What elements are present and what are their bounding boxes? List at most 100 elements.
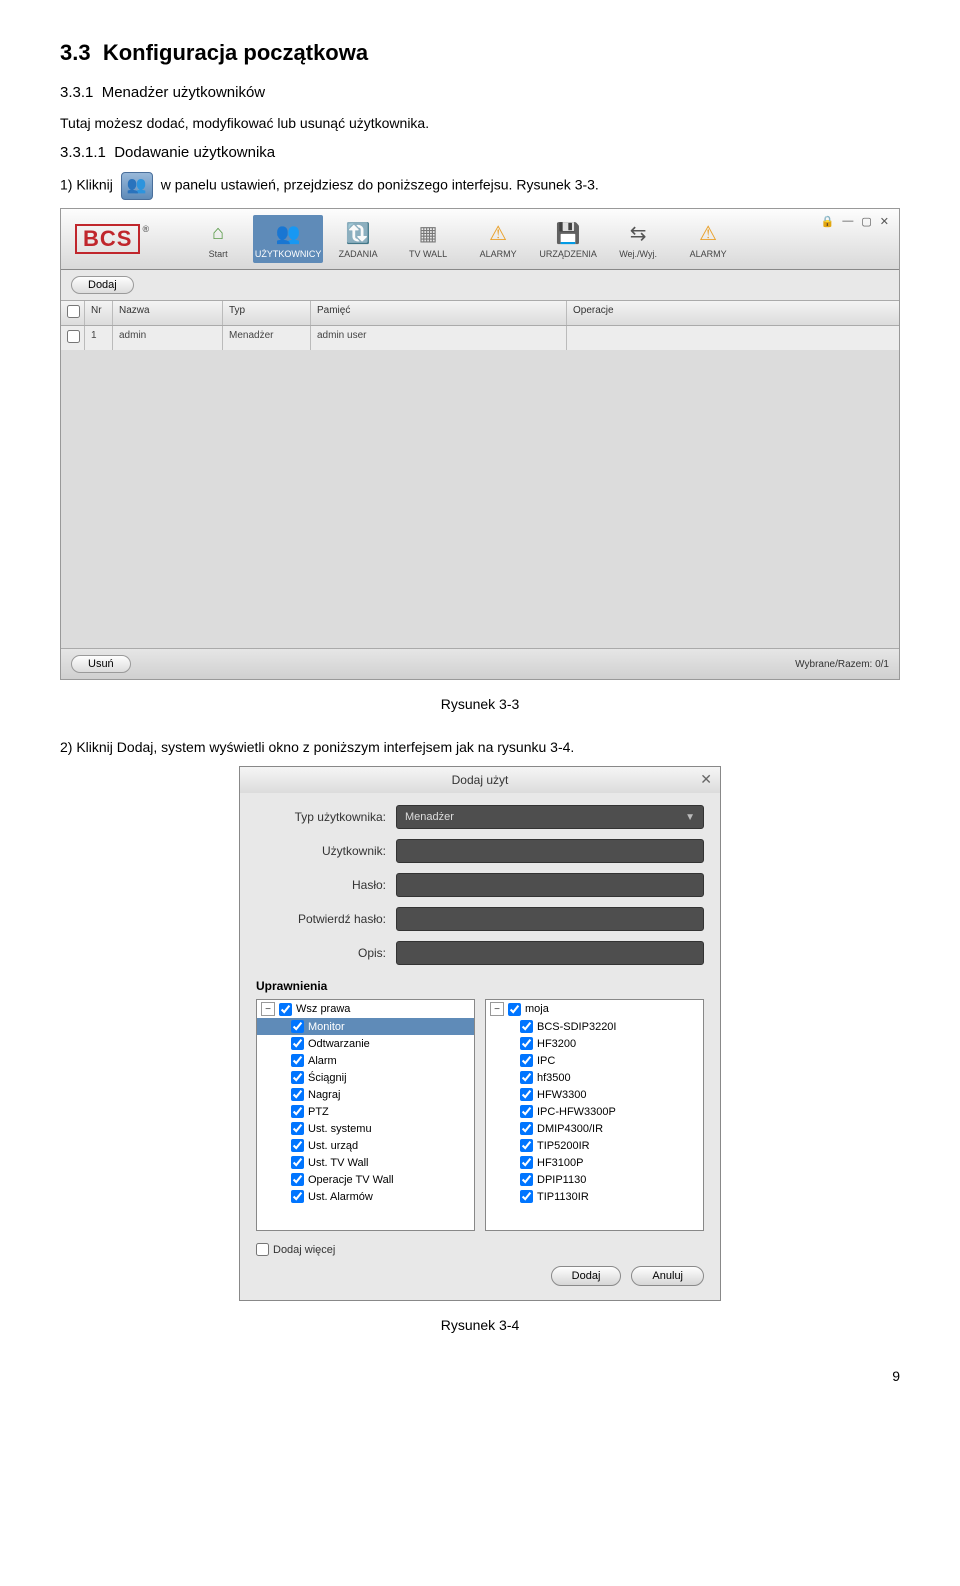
perm-item[interactable]: HF3200: [486, 1035, 703, 1052]
perm-checkbox[interactable]: [520, 1173, 533, 1186]
row-checkbox[interactable]: [67, 330, 80, 343]
perm-list-right[interactable]: − moja BCS-SDIP3220I HF3200 IPC hf3500 H…: [485, 999, 704, 1231]
close-icon[interactable]: ✕: [700, 771, 712, 788]
perm-label: TIP5200IR: [537, 1140, 590, 1152]
perm-item[interactable]: DMIP4300/IR: [486, 1120, 703, 1137]
perm-label: Ust. urząd: [308, 1140, 358, 1152]
maximize-button[interactable]: ▢: [861, 215, 871, 228]
add-more-check[interactable]: Dodaj więcej: [256, 1243, 704, 1256]
perm-item[interactable]: Ust. systemu: [257, 1120, 474, 1137]
perm-item[interactable]: Ust. urząd: [257, 1137, 474, 1154]
perm-checkbox[interactable]: [291, 1190, 304, 1203]
perm-checkbox[interactable]: [508, 1003, 521, 1016]
nav-item[interactable]: ⌂Start: [183, 215, 253, 263]
dialog-add-button[interactable]: Dodaj: [551, 1266, 622, 1286]
logo: BCS ®: [61, 218, 163, 260]
nav-item[interactable]: 👥UŻYTKOWNICY: [253, 215, 323, 263]
perm-checkbox[interactable]: [520, 1037, 533, 1050]
perm-checkbox[interactable]: [520, 1071, 533, 1084]
perm-label: Monitor: [308, 1021, 345, 1033]
table-body: [61, 350, 899, 648]
perm-item[interactable]: Ust. TV Wall: [257, 1154, 474, 1171]
perm-checkbox[interactable]: [520, 1054, 533, 1067]
perm-checkbox[interactable]: [291, 1173, 304, 1186]
perm-label: HF3200: [537, 1038, 576, 1050]
nav-icon: ▦: [412, 219, 444, 247]
perm-label: IPC-HFW3300P: [537, 1106, 616, 1118]
add-more-checkbox[interactable]: [256, 1243, 269, 1256]
perm-checkbox[interactable]: [291, 1054, 304, 1067]
perm-root[interactable]: − moja: [486, 1000, 703, 1018]
perm-checkbox[interactable]: [520, 1190, 533, 1203]
minimize-button[interactable]: —: [842, 215, 853, 228]
perm-item[interactable]: Alarm: [257, 1052, 474, 1069]
intro-text: Tutaj możesz dodać, modyfikować lub usun…: [60, 113, 900, 134]
perm-item[interactable]: TIP1130IR: [486, 1188, 703, 1205]
perm-checkbox[interactable]: [520, 1088, 533, 1101]
nav-label: ALARMY: [673, 249, 743, 259]
perm-item[interactable]: BCS-SDIP3220I: [486, 1018, 703, 1035]
nav-label: UŻYTKOWNICY: [253, 249, 323, 259]
dialog-cancel-button[interactable]: Anuluj: [631, 1266, 704, 1286]
description-field[interactable]: [396, 941, 704, 965]
nav-item[interactable]: ⚠ALARMY: [673, 215, 743, 263]
close-button[interactable]: ✕: [880, 215, 889, 228]
perm-item[interactable]: PTZ: [257, 1103, 474, 1120]
perm-item[interactable]: Odtwarzanie: [257, 1035, 474, 1052]
col-type: Typ: [223, 301, 311, 325]
nav-item[interactable]: 🔃ZADANIA: [323, 215, 393, 263]
perm-checkbox[interactable]: [520, 1020, 533, 1033]
perm-checkbox[interactable]: [520, 1105, 533, 1118]
perm-item[interactable]: HF3100P: [486, 1154, 703, 1171]
perm-item[interactable]: Operacje TV Wall: [257, 1171, 474, 1188]
perm-item[interactable]: Nagraj: [257, 1086, 474, 1103]
perm-label: DMIP4300/IR: [537, 1123, 603, 1135]
lock-icon[interactable]: 🔒: [821, 215, 835, 228]
perm-checkbox[interactable]: [291, 1088, 304, 1101]
label-user-type: Typ użytkownika:: [256, 810, 396, 824]
perm-checkbox[interactable]: [291, 1020, 304, 1033]
perm-item[interactable]: Ust. Alarmów: [257, 1188, 474, 1205]
perm-item[interactable]: IPC: [486, 1052, 703, 1069]
perm-root[interactable]: − Wsz prawa: [257, 1000, 474, 1018]
perm-checkbox[interactable]: [291, 1105, 304, 1118]
perm-checkbox[interactable]: [279, 1003, 292, 1016]
main-nav: ⌂Start👥UŻYTKOWNICY🔃ZADANIA▦TV WALL⚠ALARM…: [183, 215, 743, 263]
nav-item[interactable]: 💾URZĄDZENIA: [533, 215, 603, 263]
perm-item[interactable]: IPC-HFW3300P: [486, 1103, 703, 1120]
perm-checkbox[interactable]: [520, 1139, 533, 1152]
username-field[interactable]: [396, 839, 704, 863]
nav-item[interactable]: ⇆Wej./Wyj.: [603, 215, 673, 263]
perm-item[interactable]: hf3500: [486, 1069, 703, 1086]
password-field[interactable]: [396, 873, 704, 897]
user-type-select[interactable]: Menadżer ▼: [396, 805, 704, 829]
perm-checkbox[interactable]: [291, 1156, 304, 1169]
confirm-password-field[interactable]: [396, 907, 704, 931]
perm-item[interactable]: DPIP1130: [486, 1171, 703, 1188]
perm-list-left[interactable]: − Wsz prawa Monitor Odtwarzanie Alarm Śc…: [256, 999, 475, 1231]
nav-icon: ⌂: [202, 219, 234, 247]
perm-item[interactable]: Ściągnij: [257, 1069, 474, 1086]
delete-button[interactable]: Usuń: [71, 655, 131, 673]
nav-item[interactable]: ⚠ALARMY: [463, 215, 533, 263]
add-button[interactable]: Dodaj: [71, 276, 134, 294]
col-mem: Pamięć: [311, 301, 567, 325]
perm-checkbox[interactable]: [520, 1122, 533, 1135]
perm-item[interactable]: Monitor: [257, 1018, 474, 1035]
collapse-icon[interactable]: −: [261, 1002, 275, 1016]
table-row[interactable]: 1 admin Menadżer admin user: [61, 326, 899, 350]
perm-checkbox[interactable]: [291, 1122, 304, 1135]
perm-item[interactable]: TIP5200IR: [486, 1137, 703, 1154]
caption-1: Rysunek 3-3: [60, 694, 900, 715]
perm-label: HFW3300: [537, 1089, 587, 1101]
perm-checkbox[interactable]: [520, 1156, 533, 1169]
perm-checkbox[interactable]: [291, 1139, 304, 1152]
perm-checkbox[interactable]: [291, 1037, 304, 1050]
collapse-icon[interactable]: −: [490, 1002, 504, 1016]
nav-label: URZĄDZENIA: [533, 249, 603, 259]
nav-item[interactable]: ▦TV WALL: [393, 215, 463, 263]
select-all-checkbox[interactable]: [67, 305, 80, 318]
col-nr: Nr: [85, 301, 113, 325]
perm-checkbox[interactable]: [291, 1071, 304, 1084]
perm-item[interactable]: HFW3300: [486, 1086, 703, 1103]
